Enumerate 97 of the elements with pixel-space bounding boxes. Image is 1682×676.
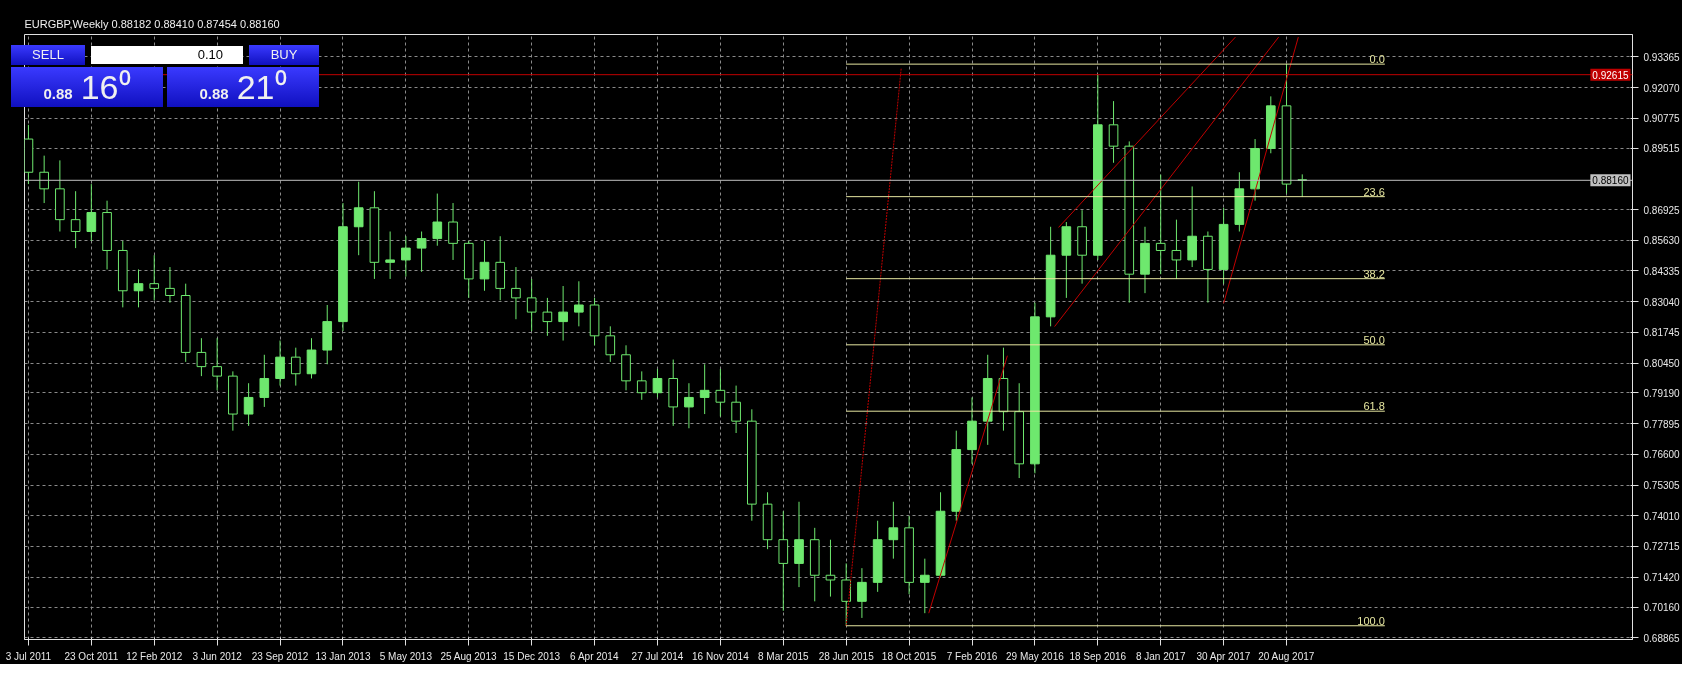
candlestick [353,181,364,256]
y-tick-label: 0.84335 [1643,265,1681,277]
candlestick [1155,174,1166,275]
candlestick [275,340,285,387]
y-tick-label: 0.79190 [1643,387,1681,399]
candlestick [165,266,175,304]
candlestick [526,278,537,332]
candlestick [605,325,616,363]
annotation: BUY [249,45,319,65]
candlestick [432,193,443,247]
x-tick-label: 3 Jul 2011 [5,650,52,662]
x-tick-label: 27 Jul 2014 [631,650,684,662]
y-tick-label: 0.75305 [1643,480,1681,492]
x-tick-label: 18 Oct 2015 [881,650,937,662]
candlestick [558,285,568,342]
annotation: 0.88 16⁰ [43,68,131,106]
candlestick [684,382,694,429]
y-tick-label: 0.68865 [1643,632,1681,644]
candlestick [699,363,710,415]
x-tick-label: 8 Mar 2015 [757,650,810,662]
series-label: 0.0 [1369,53,1385,66]
candlestick [825,539,836,598]
x-tick-label: 29 May 2016 [1006,650,1065,662]
x-tick-label: 12 Feb 2012 [126,650,183,662]
chart-title: EURGBP,Weekly 0.88182 0.88410 0.87454 0.88160 [24,17,280,30]
candlestick [39,155,49,204]
x-tick-label: 7 Feb 2016 [946,650,998,662]
y-tick-label: 0.90775 [1643,113,1681,125]
x-tick-label: 25 Aug 2013 [440,650,498,662]
annotation: 0.88 21⁰ [199,68,287,106]
candlestick [778,510,789,612]
y-tick-label: 0.72715 [1643,541,1681,553]
candlestick [652,368,663,398]
series-label: 100.0 [1357,614,1385,627]
candlestick [1171,219,1182,280]
candlestick [306,337,317,379]
candlestick [542,297,553,337]
candlestick [70,190,81,249]
y-tick-label: 0.80450 [1643,358,1681,370]
x-tick-label: 6 Apr 2014 [570,650,619,662]
candlestick [149,254,160,301]
candlestick [243,382,254,427]
candlestick [133,268,144,308]
series-label: 23.6 [1363,185,1385,198]
y-tick-label: 0.81745 [1643,327,1681,339]
x-tick-label: 5 May 2013 [379,650,433,662]
y-tick-label: 0.74010 [1643,510,1681,522]
candlestick [715,368,726,417]
x-tick-label: 3 Jun 2012 [192,650,243,662]
candlestick [1187,185,1197,268]
candlestick [888,501,899,560]
candlestick [416,231,427,273]
x-tick-label: 15 Dec 2013 [503,650,561,662]
candlestick [212,337,222,391]
candlestick [196,337,207,377]
x-tick-label: 13 Jan 2013 [315,650,371,662]
y-tick-label: 0.85630 [1643,235,1681,247]
x-tick-label: 18 Sep 2016 [1069,650,1127,662]
y-tick-label: 0.89515 [1643,143,1681,155]
annotation: 0.10 [91,46,243,64]
ref-line-label: 0.92615 [1592,69,1629,81]
x-tick-label: 28 Jun 2015 [818,650,875,662]
candlestick [385,231,395,280]
candlestick [86,183,97,242]
y-tick-label: 0.93365 [1643,51,1681,63]
x-tick-label: 23 Sep 2012 [251,650,309,662]
x-tick-label: 8 Jan 2017 [1135,650,1186,662]
x-tick-label: 16 Nov 2014 [692,650,750,662]
candlestick [259,354,270,408]
y-tick-label: 0.83040 [1643,296,1681,308]
candlestick [401,235,411,278]
y-tick-label: 0.86925 [1643,204,1681,216]
candlestick [920,558,930,614]
x-tick-label: 20 Aug 2017 [1258,650,1315,662]
series-label: 38.2 [1363,267,1385,280]
candlestick [1108,100,1119,164]
y-tick-label: 0.70160 [1643,602,1681,614]
candlestick [511,266,521,320]
y-tick-label: 0.76600 [1643,449,1681,461]
candlestick [574,280,584,327]
series-label: 50.0 [1363,333,1385,346]
candlestick [857,567,867,619]
series-label: 61.8 [1363,400,1385,413]
ref-line-label: 0.88160 [1592,175,1629,187]
candlestick [841,562,852,627]
candlestick [794,501,804,588]
candlestick [448,202,458,261]
candlestick [731,385,741,434]
x-tick-label: 30 Apr 2017 [1196,650,1251,662]
y-tick-label: 0.71420 [1643,572,1681,584]
candlestick [636,370,647,401]
annotation: SELL [11,45,85,65]
x-tick-label: 23 Oct 2011 [64,650,119,662]
y-tick-label: 0.77895 [1643,418,1681,430]
y-tick-label: 0.92070 [1643,82,1681,94]
candlestick [479,240,490,292]
candlestick [290,347,301,387]
